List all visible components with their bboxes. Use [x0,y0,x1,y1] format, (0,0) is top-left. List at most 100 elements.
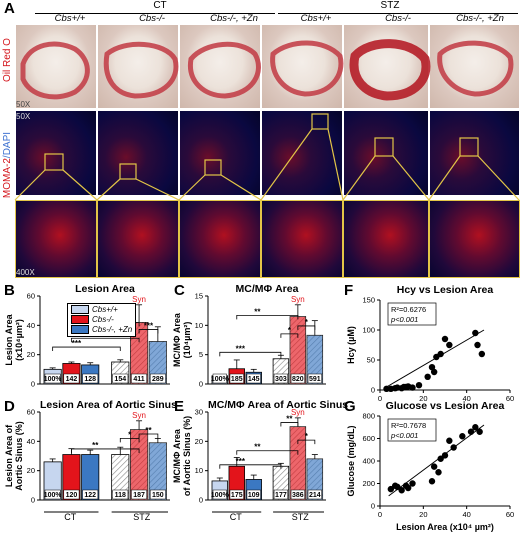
scatter-point [478,350,486,358]
p-label: p<0.001 [390,431,418,440]
pct-label: 100% [44,376,63,383]
scatter-point [474,341,481,349]
x-tick-label: 0 [378,510,382,519]
sig-marker: * [288,326,292,335]
x-tick-label: 60 [506,510,514,519]
pct-label: 120 [66,492,78,499]
pct-box [290,373,305,384]
moma-50x-image-3 [179,110,261,196]
sig-bracket [236,450,299,455]
y-tick-label: 20 [27,350,35,359]
y-tick-label: 40 [27,437,35,446]
y-tick-label: 5 [199,350,203,359]
pct-box [246,489,261,500]
pct-label: 150 [152,492,164,499]
y-tick-label: 0 [371,386,375,395]
scatter-panel-title: Glucose vs Lesion Area [385,400,505,412]
pct-label: 118 [115,492,126,499]
pct-label: 303 [275,376,287,383]
sig-marker: *** [236,457,246,466]
moma-50x-image-1 [15,110,97,196]
syn-label: Syn [132,411,146,420]
scatter-point [415,382,423,389]
scatter-point [476,428,483,435]
pct-label: 100% [44,492,63,499]
pct-label: 145 [248,376,260,383]
sig-marker: ** [92,441,99,450]
pct-box [149,489,166,500]
pct-label: 142 [66,376,78,383]
y-tick-label: 150 [362,296,375,305]
scatter-panel-letter: G [344,398,356,415]
moma-400x-image-4 [261,200,343,278]
x-tick-label: 40 [462,510,470,519]
pct-box [131,373,147,384]
scatter-point [467,428,475,435]
bar-panel-letter: E [174,398,185,415]
scatter-point [450,444,457,451]
scatter-point [441,452,449,459]
y-tick-label: 0 [31,496,35,505]
sig-marker: *** [144,321,154,330]
scatter-point [424,373,431,380]
col-label-6: Cbs-/-, +Zn [456,13,504,24]
y-tick-label: 60 [27,408,35,417]
x-tick-label: 20 [419,394,427,403]
bar-panel-ylabel: MC/MΦ Area of Aortic Sinus (%) [172,412,192,500]
ylabel-line-1: MC/MΦ Area [172,313,182,367]
bar-panel-letter: D [4,398,15,415]
sig-bracket [280,333,299,338]
bar-panel-title: Lesion Area [75,283,135,295]
scatter-point [459,433,466,440]
pct-box [63,489,80,500]
bar-panel-title: MC/MΦ Area [235,283,299,295]
x-group-ct: CT [230,512,242,522]
pct-label: 820 [292,376,304,383]
y-tick-label: 600 [362,434,375,443]
pct-label: 214 [309,492,321,499]
zoom-boxes [14,113,520,200]
pct-box [44,373,61,384]
panel-a-letter: A [4,0,15,17]
sig-bracket [236,314,299,320]
ylabel-line-2: (x10⁴µm²) [14,319,24,361]
pct-box [290,489,305,500]
y-tick-label: 30 [195,408,203,417]
bar-hatch [307,335,323,384]
legend: Cbs+/+ Cbs-/- Cbs-/-, +Zn [67,303,137,337]
sig-marker: *** [72,339,82,348]
pct-label: 109 [248,492,260,499]
scatter-point [435,469,442,476]
p-label: p<0.001 [390,315,418,324]
y-tick-label: 0 [31,380,35,389]
sig-marker: * [305,318,309,327]
bar-panel-ylabel: Lesion Area of Aortic Sinus (%) [4,412,24,500]
syn-label: Syn [291,408,305,417]
oro-lesion-overlay [20,39,514,101]
pct-box [131,489,147,500]
col-label-3: Cbs-/-, +Zn [210,13,258,24]
ylabel-line-2: Aortic Sinus (%) [14,421,24,491]
scatter-panel-letter: F [344,282,354,299]
group-line-ct [35,13,275,14]
y-tick-label: 50 [367,356,375,365]
mag-label-50x-moma: 50X [16,112,31,121]
bar-panel-ylabel: MC/MΦ Area (10⁴µm²) [172,296,192,384]
pct-label: 100% [211,492,230,499]
pct-box [246,373,261,384]
bar-hatch [307,458,323,500]
sig-marker: ** [286,415,293,424]
pct-label: 100% [211,376,230,383]
scatter-point [446,341,453,349]
scatter-point [409,480,416,487]
moma-50x-image-2 [97,110,179,196]
bar-panel-ylabel: Lesion Area (x10⁴µm²) [4,296,24,384]
sig-bracket [297,325,316,330]
pct-label: 175 [231,492,243,499]
bar-hatch [290,426,306,500]
y-tick-label: 0 [371,502,375,511]
ylabel-line-2: of Aortic Sinus (%) [182,415,192,497]
